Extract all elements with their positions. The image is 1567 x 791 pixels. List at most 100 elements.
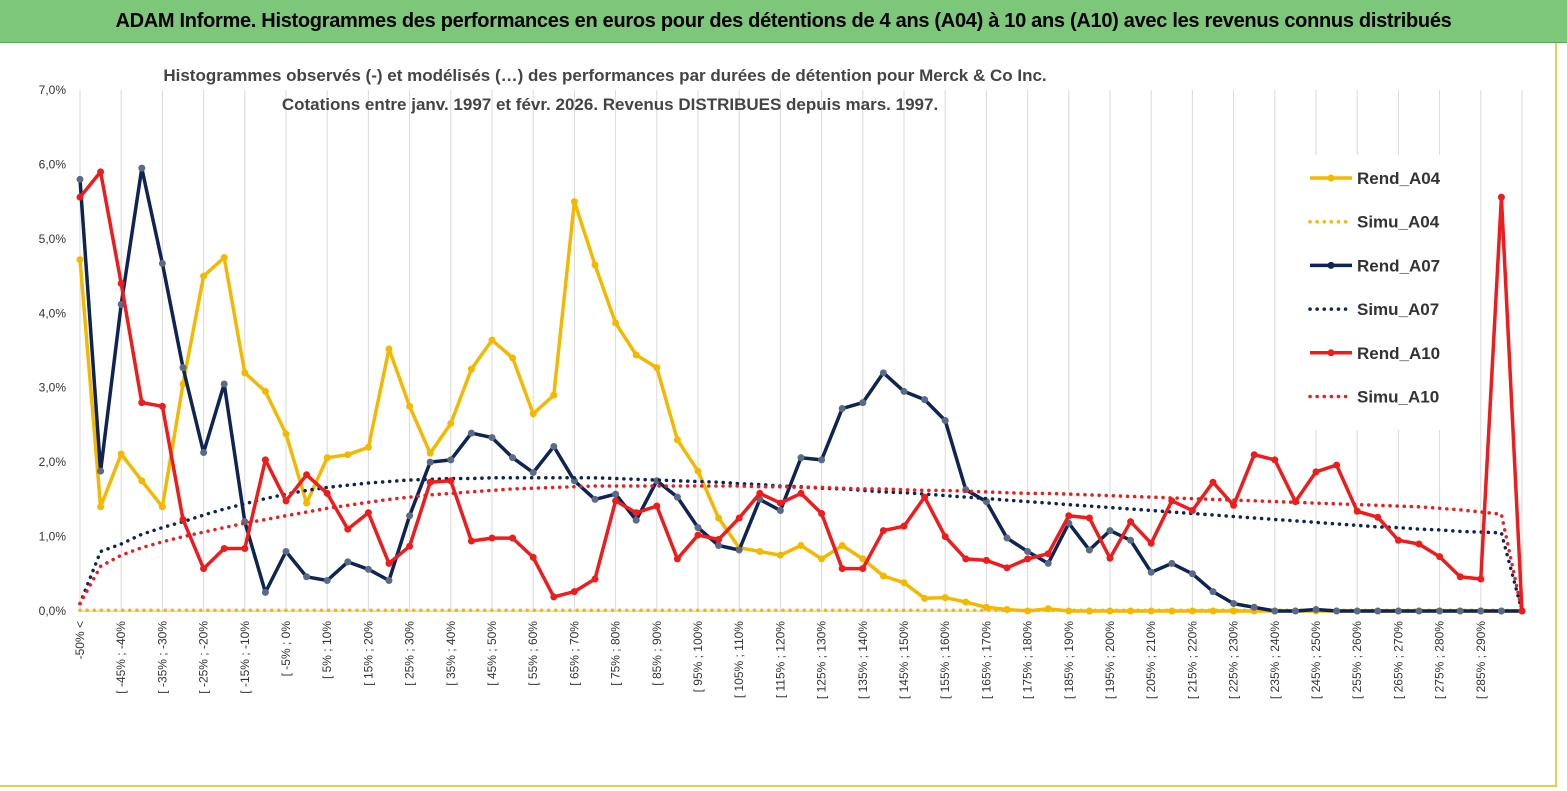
data-point (241, 544, 249, 552)
data-point (97, 467, 105, 475)
data-point (879, 527, 887, 535)
data-point (797, 454, 805, 462)
data-point (962, 555, 970, 563)
data-point (838, 405, 846, 413)
chart-title-line2: Cotations entre janv. 1997 et févr. 2026… (282, 95, 938, 114)
x-tick-label: [ 85% ; 90% (650, 621, 664, 686)
data-point (1085, 546, 1093, 554)
legend-label: Simu_A07 (1357, 300, 1439, 319)
data-point (1168, 559, 1176, 567)
data-point (200, 448, 208, 456)
data-point (76, 193, 84, 201)
x-tick-label: [ 235% ; 240% (1268, 621, 1282, 699)
data-point (1333, 461, 1341, 469)
data-point (1250, 451, 1258, 459)
data-point (488, 434, 496, 442)
series (76, 164, 1526, 615)
data-point (1065, 512, 1073, 520)
data-point (509, 534, 517, 542)
x-tick-label: [ 65% ; 70% (567, 621, 581, 686)
data-point (550, 391, 558, 399)
data-point (900, 579, 908, 587)
data-point (1188, 570, 1196, 578)
x-tick-label: [ -5% ; 0% (279, 621, 293, 677)
y-tick-label: 6,0% (39, 157, 67, 171)
x-axis-labels: -50% < [ -45% ; -40% [ -35% ; -30% [ -25% ;… (73, 621, 1488, 699)
data-point (220, 380, 228, 388)
data-point (1374, 513, 1382, 521)
data-point (426, 478, 434, 486)
data-point (426, 458, 434, 466)
data-point (612, 319, 620, 327)
data-point (1250, 603, 1258, 611)
x-tick-label: [ 15% ; 20% (361, 621, 375, 686)
data-point (982, 556, 990, 564)
x-tick-label: [ 35% ; 40% (444, 621, 458, 686)
data-point (76, 175, 84, 183)
data-point (756, 547, 764, 555)
data-point (1456, 573, 1464, 581)
data-point (1024, 547, 1032, 555)
data-point (1271, 456, 1279, 464)
data-point (694, 467, 702, 475)
data-point (364, 443, 372, 451)
data-point (385, 576, 393, 584)
legend-label: Rend_A07 (1357, 256, 1440, 275)
data-point (344, 451, 352, 459)
x-tick-label: [ 175% ; 180% (1021, 621, 1035, 699)
data-point (529, 410, 537, 418)
data-point (962, 598, 970, 606)
data-point (735, 514, 743, 522)
legend-item: Simu_A10 (1308, 388, 1439, 407)
x-tick-label: [ 265% ; 270% (1391, 621, 1405, 699)
data-point (447, 419, 455, 427)
x-tick-label: [ 195% ; 200% (1103, 621, 1117, 699)
data-point (158, 402, 166, 410)
data-point (282, 430, 290, 438)
data-point (467, 429, 475, 437)
data-point (282, 547, 290, 555)
data-point (488, 534, 496, 542)
data-point (1127, 518, 1135, 526)
data-point (117, 450, 125, 458)
data-point (1147, 539, 1155, 547)
data-point (818, 509, 826, 517)
data-point (941, 533, 949, 541)
data-point (303, 499, 311, 507)
data-point (97, 503, 105, 511)
legend-label: Simu_A10 (1357, 388, 1439, 407)
data-point (756, 489, 764, 497)
data-point (1127, 536, 1135, 544)
grid (79, 90, 1523, 611)
data-point (158, 259, 166, 267)
legend-item: Rend_A04 (1310, 169, 1441, 188)
x-tick-label: [ 105% ; 110% (732, 621, 746, 698)
x-tick-label: [ 275% ; 280% (1433, 621, 1447, 699)
legend-box (1285, 155, 1475, 430)
data-point (1003, 534, 1011, 542)
legend-item: Rend_A10 (1310, 344, 1440, 363)
data-point (1518, 607, 1526, 615)
y-tick-label: 2,0% (39, 455, 67, 469)
data-point (385, 559, 393, 567)
data-point (1394, 607, 1402, 615)
data-point (797, 542, 805, 550)
data-point (776, 507, 784, 515)
data-point (859, 565, 867, 573)
data-point (406, 512, 414, 520)
legend-label: Rend_A04 (1357, 169, 1441, 188)
data-point (1024, 555, 1032, 563)
data-point (1436, 607, 1444, 615)
data-point (1209, 478, 1217, 486)
x-tick-label: [ 5% ; 10% (320, 621, 334, 679)
data-point (1353, 507, 1361, 515)
y-tick-label: 5,0% (39, 232, 67, 246)
data-point (488, 336, 496, 344)
legend-item: Rend_A07 (1310, 256, 1440, 275)
x-tick-label: [ 185% ; 190% (1062, 621, 1076, 699)
data-point (1291, 607, 1299, 615)
data-point (158, 503, 166, 511)
x-tick-label: [ 115% ; 120% (773, 621, 787, 698)
data-point (900, 522, 908, 530)
data-point (838, 542, 846, 550)
